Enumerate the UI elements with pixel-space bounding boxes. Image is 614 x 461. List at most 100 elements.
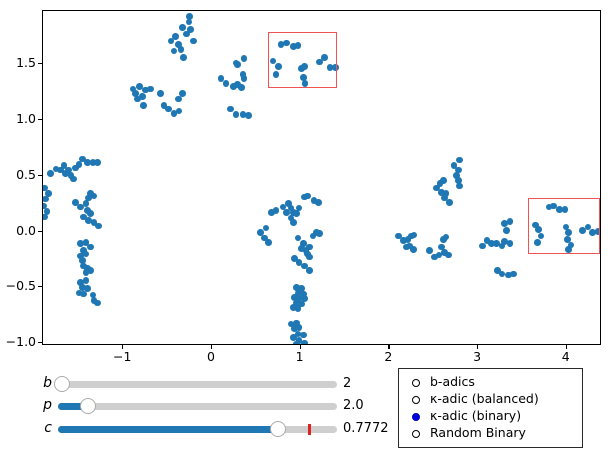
scatter-point [321, 54, 328, 61]
scatter-point [82, 277, 90, 284]
scatter-point [300, 74, 307, 81]
scatter-point [45, 190, 53, 197]
scatter-point [445, 251, 453, 259]
scatter-point [567, 241, 575, 249]
scatter-point [89, 291, 97, 299]
slider-b-track[interactable] [54, 376, 337, 392]
x-tick-label: −1 [113, 349, 132, 364]
scatter-point [306, 253, 313, 261]
scatter-point [501, 220, 508, 227]
scatter-point [80, 247, 87, 254]
scatter-point [80, 213, 87, 221]
scatter-point [80, 262, 87, 270]
scatter-point [331, 64, 339, 71]
x-tick-label: 2 [384, 349, 393, 364]
scatter-point [295, 337, 303, 344]
scatter-point [565, 229, 572, 236]
scatter-point [175, 107, 183, 115]
legend-item-random-binary: Random Binary [399, 425, 582, 442]
scatter-point [275, 63, 282, 70]
scatter-point [80, 290, 87, 298]
scatter-point [290, 219, 297, 226]
scatter-point [298, 285, 305, 292]
slider-p-label: p [43, 397, 52, 413]
scatter-point [304, 192, 312, 200]
scatter-point [584, 223, 592, 231]
scatter-point [272, 71, 280, 78]
scatter-point [294, 234, 302, 242]
scatter-point [277, 40, 285, 48]
scatter-point [147, 85, 155, 93]
scatter-point [438, 189, 445, 196]
scatter-point [237, 84, 245, 91]
legend-label: b-adics [430, 374, 475, 390]
scatter-point [291, 293, 298, 301]
scatter-point [504, 271, 512, 279]
filled-circle-icon [412, 412, 420, 421]
scatter-point [67, 172, 75, 180]
open-circle-icon [412, 378, 420, 387]
x-tick-mark [210, 345, 213, 349]
highlight-rectangle [527, 198, 600, 254]
scatter-point [315, 58, 323, 66]
scatter-point [562, 223, 570, 231]
scatter-point [594, 228, 600, 235]
scatter-point [479, 242, 486, 250]
scatter-point [77, 203, 84, 211]
scatter-point [498, 242, 506, 250]
scatter-point [294, 330, 302, 338]
scatter-point [240, 55, 248, 62]
scatter-point [139, 93, 147, 100]
legend-label: κ-adic (balanced) [430, 391, 539, 407]
scatter-point [440, 176, 447, 184]
slider-p: p 2.0 [0, 396, 614, 417]
scatter-point [172, 33, 179, 40]
scatter-point [565, 246, 572, 253]
scatter-point [245, 112, 252, 119]
scatter-point [72, 199, 79, 206]
scatter-point [501, 238, 508, 245]
scatter-point [441, 194, 448, 202]
slider-c-track[interactable] [58, 421, 337, 437]
slider-p-handle[interactable] [79, 398, 96, 414]
scatter-point [239, 71, 247, 78]
scatter-point [272, 207, 280, 214]
legend-item-kadic-balanced: κ-adic (balanced) [399, 391, 582, 408]
scatter-point [579, 227, 587, 234]
scatter-point [283, 209, 290, 216]
scatter-point [84, 159, 92, 166]
scatter-point [295, 324, 303, 331]
scatter-point [177, 46, 185, 54]
scatter-point [302, 247, 310, 254]
scatter-point [410, 231, 418, 239]
scatter-point [300, 240, 307, 248]
slider-p-track[interactable] [58, 398, 337, 414]
scatter-point [488, 240, 495, 248]
legend-item-kadic-binary: κ-adic (binary) [399, 408, 582, 425]
scatter-point [261, 234, 268, 242]
x-tick-mark [565, 345, 567, 349]
scatter-point [442, 233, 450, 241]
scatter-point [90, 192, 98, 200]
scatter-point [290, 334, 297, 341]
legend-label: κ-adic (binary) [430, 408, 522, 424]
scatter-point [234, 81, 241, 88]
scatter-point [287, 214, 295, 222]
open-circle-icon [412, 395, 420, 404]
y-tick-mark [38, 230, 42, 232]
x-tick-mark [477, 345, 479, 349]
scatter-point [82, 250, 90, 258]
scatter-point [43, 184, 48, 192]
y-tick-label: 1.0 [16, 111, 36, 127]
scatter-point [287, 320, 295, 328]
scatter-point [43, 202, 47, 210]
scatter-point [160, 102, 168, 109]
scatter-point [72, 164, 79, 172]
slider-b-handle[interactable] [54, 376, 71, 392]
scatter-point [43, 208, 51, 215]
scatter-point [179, 89, 186, 97]
slider-c-handle[interactable] [269, 421, 286, 437]
scatter-point [77, 240, 84, 248]
scatter-point [535, 225, 542, 233]
scatter-point [90, 297, 98, 304]
